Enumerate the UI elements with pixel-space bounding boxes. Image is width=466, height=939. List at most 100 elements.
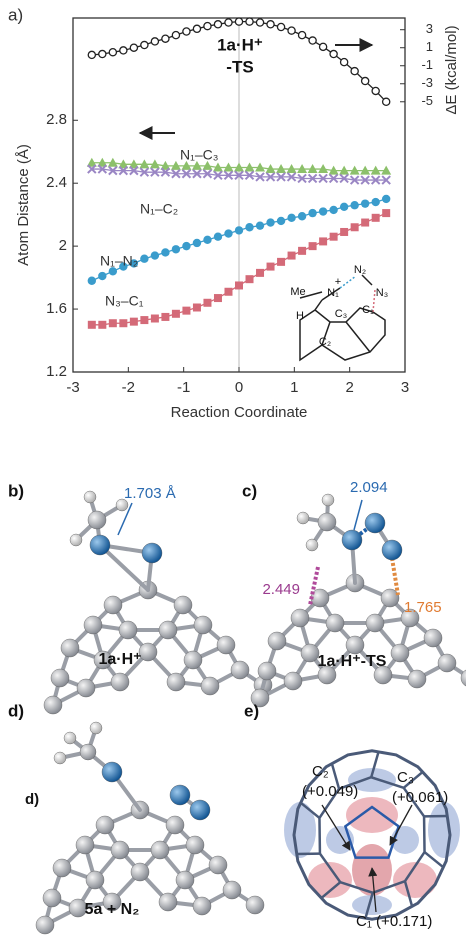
inset-structure xyxy=(299,274,386,362)
point xyxy=(328,173,339,184)
point xyxy=(149,159,160,169)
point xyxy=(234,170,244,181)
point xyxy=(370,165,381,175)
point xyxy=(244,170,255,181)
point xyxy=(255,221,265,230)
point xyxy=(171,30,181,40)
point xyxy=(265,172,276,182)
point xyxy=(140,40,149,50)
point xyxy=(128,159,139,169)
point xyxy=(307,173,318,184)
point xyxy=(234,226,244,235)
point xyxy=(318,164,329,174)
panel-annotation: 2.094 xyxy=(350,479,388,496)
panel-annotation: (+0.049) xyxy=(302,783,358,800)
point xyxy=(266,20,275,29)
point xyxy=(87,50,97,60)
panel-annotation: C₁ (+0.171) xyxy=(356,913,432,930)
atom xyxy=(53,751,67,765)
atom xyxy=(216,635,236,655)
point xyxy=(213,232,223,241)
point xyxy=(161,248,170,257)
atom xyxy=(42,888,62,908)
x-tick-label: 3 xyxy=(401,379,409,396)
inset-label: C₂ xyxy=(319,336,331,348)
point xyxy=(328,165,339,175)
atom xyxy=(250,688,270,708)
x-tick-label: 2 xyxy=(345,379,353,396)
atom xyxy=(110,840,130,860)
point xyxy=(182,241,191,251)
atom xyxy=(257,661,277,681)
atom xyxy=(158,620,178,640)
orbital-lobe xyxy=(308,862,352,898)
point xyxy=(191,160,202,170)
point xyxy=(235,281,243,290)
atom xyxy=(89,721,103,735)
atom xyxy=(185,835,205,855)
atom xyxy=(141,542,163,564)
point xyxy=(245,275,254,284)
point xyxy=(192,303,201,312)
atom xyxy=(63,731,77,745)
atom xyxy=(83,615,103,635)
atom xyxy=(317,665,337,685)
series-label: N₃–C₁ xyxy=(105,293,144,309)
atom xyxy=(407,669,427,689)
point xyxy=(350,201,359,210)
point xyxy=(181,160,192,170)
atom xyxy=(341,529,363,551)
atom xyxy=(290,608,310,628)
point xyxy=(87,320,96,329)
point xyxy=(203,21,212,31)
inset-label: C₁ xyxy=(362,304,374,316)
point xyxy=(160,160,171,170)
point xyxy=(129,259,139,268)
atom xyxy=(208,855,228,875)
atom xyxy=(296,511,310,525)
point xyxy=(339,202,349,211)
point xyxy=(360,76,370,86)
orbital-lobe xyxy=(348,768,396,792)
point xyxy=(277,257,286,266)
atom xyxy=(115,498,129,512)
atom xyxy=(138,642,158,662)
atom xyxy=(130,862,150,882)
atom xyxy=(101,761,123,783)
atom xyxy=(373,665,393,685)
atom xyxy=(175,870,195,890)
point xyxy=(286,172,297,182)
y-tick-label: 1.6 xyxy=(46,300,67,317)
point xyxy=(371,197,380,207)
atom xyxy=(283,671,303,691)
point xyxy=(129,43,139,52)
x-tick-label: -2 xyxy=(122,379,135,396)
atom xyxy=(365,613,385,633)
atom xyxy=(43,695,63,715)
point xyxy=(202,160,213,170)
panel-annotation: C₃ xyxy=(397,769,414,786)
atom xyxy=(76,678,96,698)
point xyxy=(255,172,265,182)
point xyxy=(98,49,107,59)
bond xyxy=(98,543,150,592)
atom xyxy=(423,628,443,648)
point xyxy=(170,160,181,170)
point xyxy=(339,57,349,67)
point xyxy=(370,175,381,185)
point xyxy=(119,46,128,55)
point xyxy=(140,254,149,263)
point xyxy=(129,317,138,326)
point xyxy=(192,24,202,34)
panel-caption: 1a·H⁺ xyxy=(98,651,141,668)
pointer xyxy=(368,867,378,913)
point xyxy=(276,172,286,182)
point xyxy=(150,167,160,177)
inset-label: C₃ xyxy=(335,308,347,320)
cage-wire xyxy=(292,749,452,921)
atom xyxy=(300,643,320,663)
point xyxy=(297,164,308,174)
inset-label: N₁ xyxy=(327,287,339,299)
point xyxy=(297,212,307,221)
point xyxy=(245,17,254,26)
